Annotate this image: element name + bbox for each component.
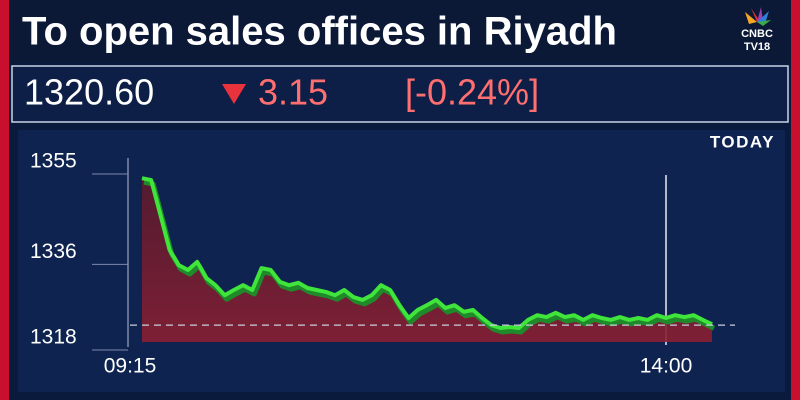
line [141, 176, 713, 330]
area [142, 178, 712, 342]
left-strip [0, 0, 9, 400]
right-strip [791, 0, 800, 400]
x-tick-label: 09:15 [104, 355, 157, 378]
y-tick-label: 1355 [30, 150, 77, 173]
quote-box [11, 65, 789, 123]
x-tick-label: 14:00 [640, 355, 693, 378]
chart-panel [18, 130, 785, 392]
change-pct: [-0.24%] [405, 72, 539, 113]
logo: CNBC TV18 [741, 7, 773, 53]
logo-bottom: TV18 [744, 41, 770, 53]
price: 1320.60 [24, 72, 154, 113]
period-label: TODAY [710, 132, 775, 151]
headline: To open sales offices in Riyadh [22, 10, 617, 54]
plot: 1355 1336 1318 09:15 14:00 [30, 150, 735, 378]
y-tick-label: 1336 [30, 240, 77, 263]
y-tick-label: 1318 [30, 326, 77, 349]
change: 3.15 [258, 72, 328, 113]
down-arrow [222, 84, 246, 104]
line-shadow [143, 179, 716, 335]
logo-top: CNBC [741, 28, 773, 40]
title-band [9, 0, 791, 62]
